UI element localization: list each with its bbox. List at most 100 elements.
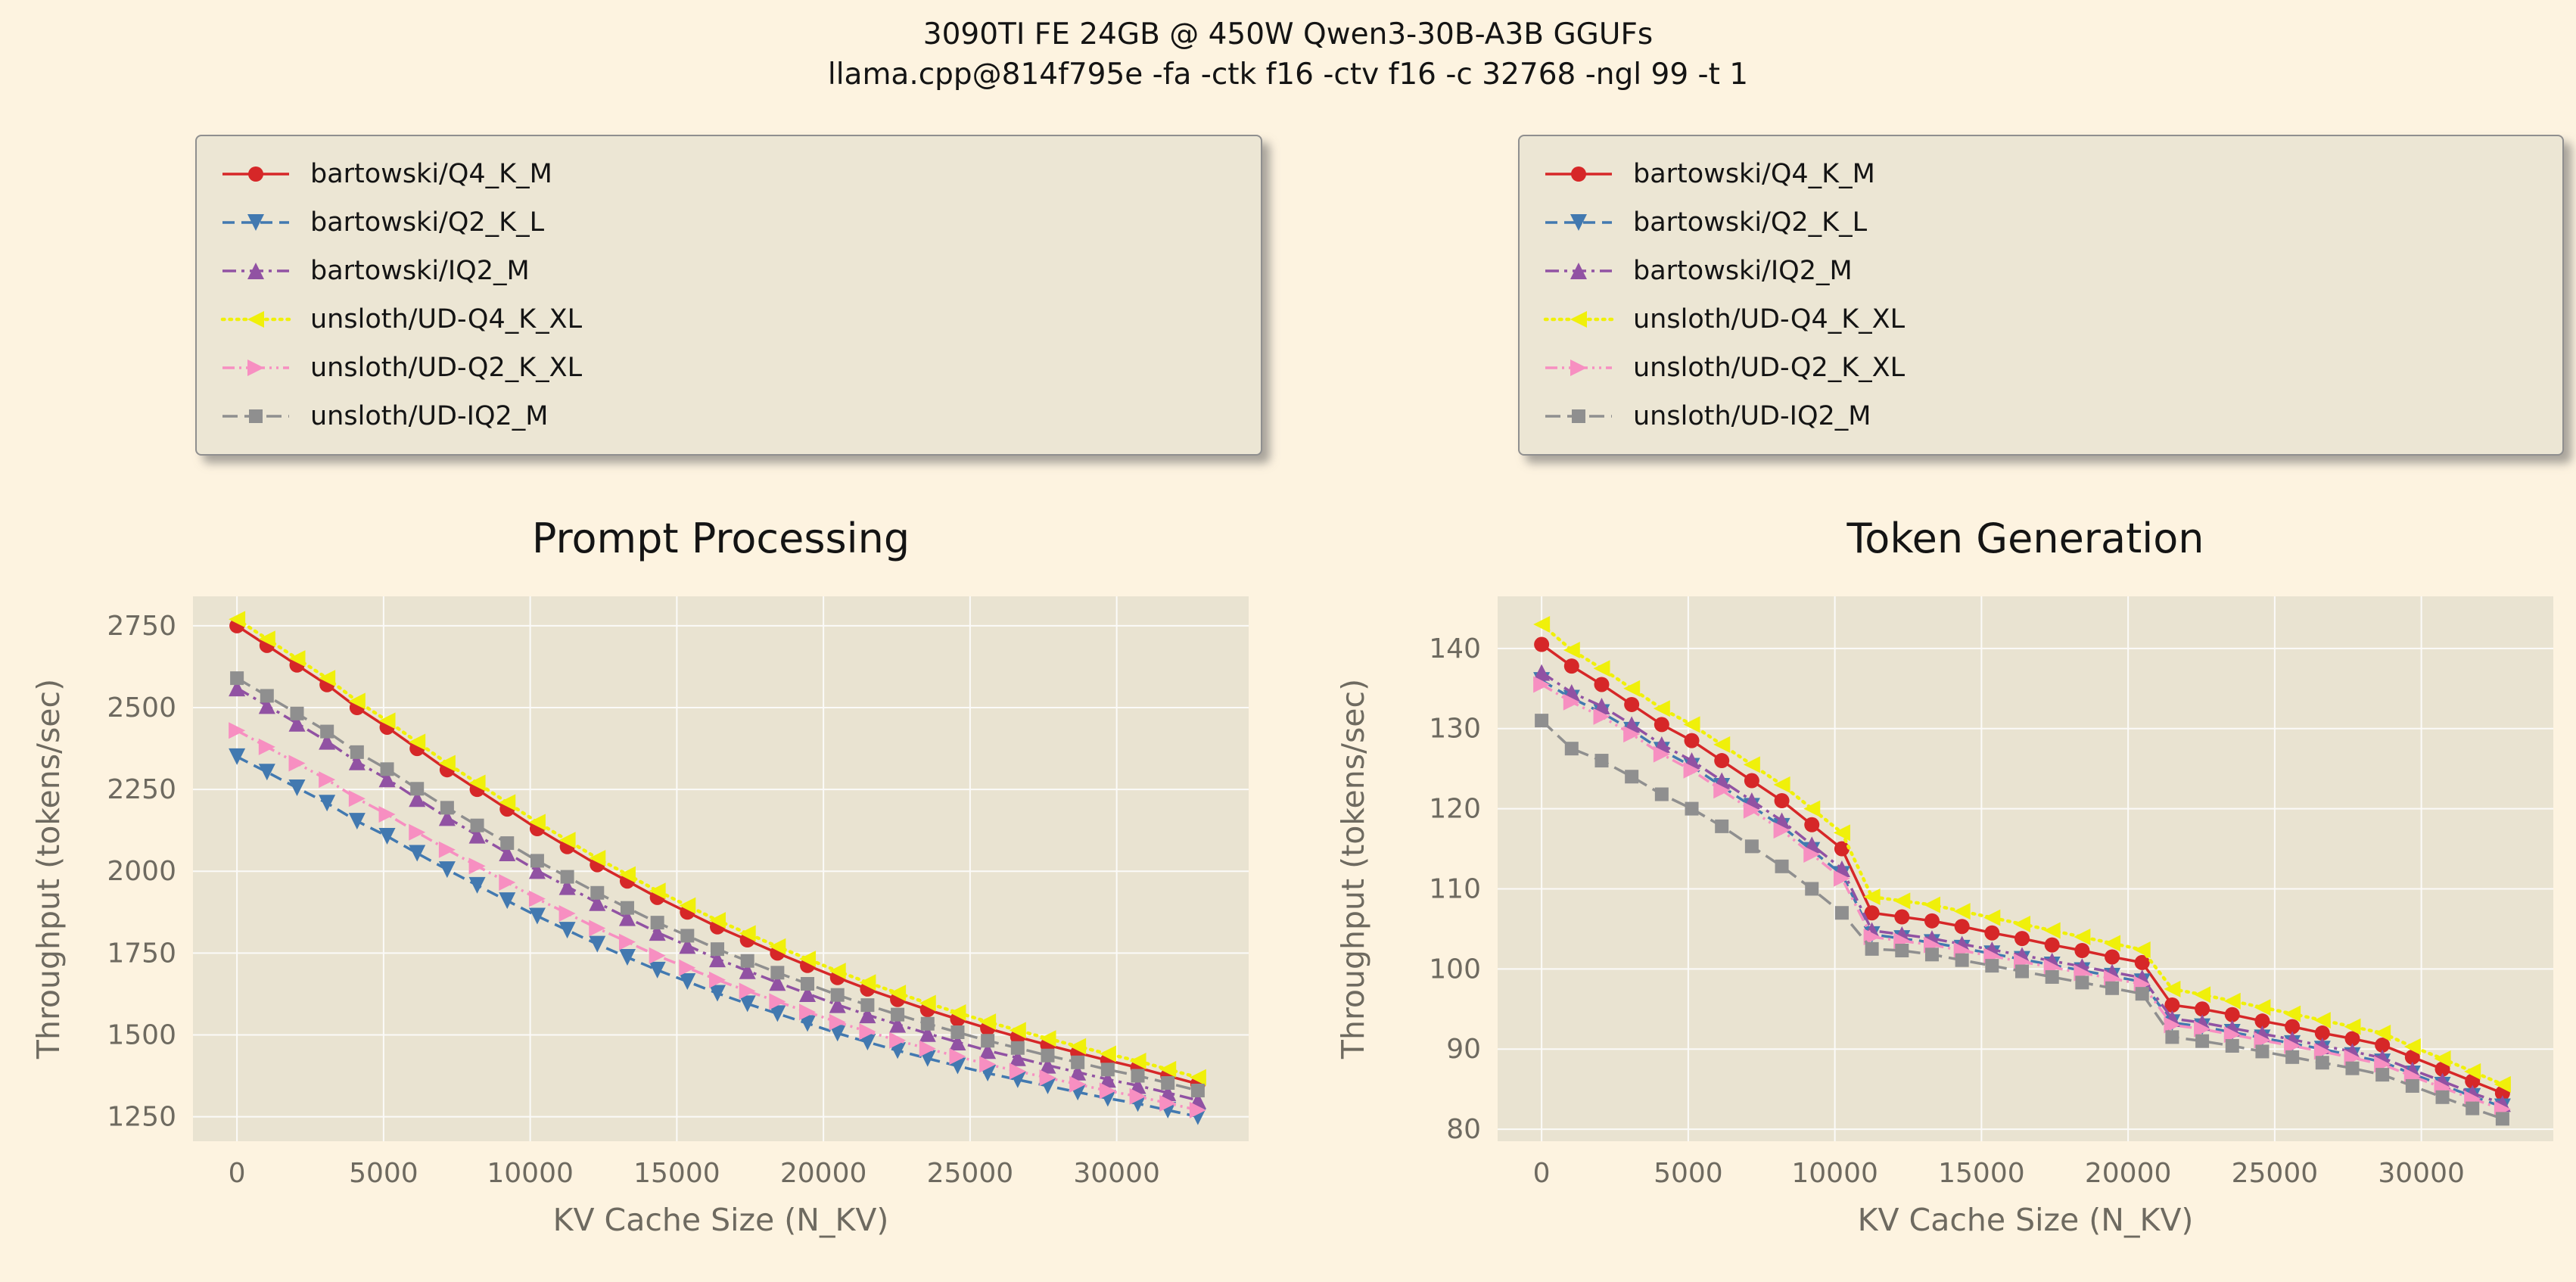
y-tick-label: 2250 — [107, 774, 176, 805]
marker-triangle-right — [378, 806, 396, 823]
marker-square — [2045, 969, 2059, 984]
marker-circle — [2224, 1007, 2240, 1022]
marker-triangle-left — [247, 311, 264, 328]
marker-triangle-left — [528, 814, 546, 831]
marker-square — [350, 745, 364, 759]
marker-triangle-down — [769, 1005, 786, 1022]
marker-circle — [2074, 943, 2090, 958]
marker-triangle-right — [1563, 693, 1580, 711]
marker-triangle-left — [1099, 1045, 1116, 1063]
marker-square — [1131, 1069, 1145, 1083]
marker-triangle-right — [859, 1023, 876, 1041]
marker-triangle-up — [409, 790, 426, 807]
marker-triangle-left — [2104, 935, 2121, 952]
marker-triangle-right — [649, 947, 666, 964]
marker-triangle-down — [589, 935, 606, 953]
marker-triangle-right — [1833, 870, 1850, 887]
y-tick-label: 90 — [1446, 1034, 1481, 1065]
marker-triangle-up — [979, 1042, 997, 1060]
marker-triangle-right — [1099, 1082, 1116, 1100]
marker-circle — [1924, 913, 1940, 929]
series-unsloth-ud-q2-k-xl — [229, 722, 1206, 1119]
marker-circle — [1774, 793, 1790, 808]
marker-circle — [2375, 1037, 2391, 1053]
legend-prompt-processing: bartowski/Q4_K_M bartowski/Q2_K_L bartowsk… — [195, 135, 1262, 456]
legend-item-bartowski-q2-k-l: bartowski/Q2_K_L — [219, 198, 1238, 247]
marker-triangle-left — [649, 882, 666, 900]
marker-square — [920, 1016, 935, 1031]
marker-triangle-right — [499, 873, 516, 891]
marker-triangle-right — [589, 919, 606, 937]
marker-triangle-right — [2284, 1038, 2301, 1054]
marker-triangle-down — [319, 795, 336, 812]
suptitle-line2: llama.cpp@814f795e -fa -ctk f16 -ctv f16… — [827, 57, 1749, 92]
marker-triangle-left — [1923, 896, 1940, 913]
marker-triangle-left — [1570, 311, 1587, 328]
legend-label-unsloth-ud-q2-k-xl: unsloth/UD-Q2_K_XL — [1633, 353, 1906, 383]
legend-sample-unsloth-ud-q4-k-xl — [1543, 311, 1614, 328]
marker-triangle-up — [1099, 1071, 1116, 1088]
x-tick-label: 20000 — [2085, 1158, 2172, 1189]
marker-triangle-right — [558, 905, 576, 923]
marker-triangle-right — [2313, 1043, 2331, 1060]
marker-triangle-left — [378, 712, 396, 730]
marker-triangle-up — [319, 733, 336, 750]
marker-triangle-down — [649, 961, 666, 979]
marker-triangle-left — [1009, 1022, 1026, 1039]
marker-triangle-right — [468, 857, 486, 875]
marker-triangle-left — [979, 1013, 997, 1031]
series-unsloth-ud-q4-k-xl — [229, 611, 1206, 1086]
token-generation-chart: 80 90 100 110 120 130 140 0 5000 10000 15000 20000 2… — [1335, 515, 2553, 1238]
tick-labels: 80 90 100 110 120 130 140 0 5000 10000 15000 20000 2… — [1429, 633, 2465, 1189]
marker-square — [560, 870, 574, 884]
marker-square — [1100, 1063, 1115, 1077]
x-axis-label: KV Cache Size (N_KV) — [553, 1202, 889, 1238]
marker-triangle-left — [709, 912, 726, 929]
marker-circle — [2285, 1019, 2301, 1035]
marker-triangle-right — [799, 1004, 817, 1021]
legend-label-bartowski-q4-k-m: bartowski/Q4_K_M — [310, 159, 552, 189]
marker-triangle-up — [739, 962, 756, 979]
marker-triangle-left — [799, 951, 817, 968]
series-bartowski-q4-k-m — [1534, 636, 2510, 1101]
marker-triangle-left — [1159, 1060, 1177, 1078]
marker-triangle-left — [2403, 1038, 2421, 1056]
marker-triangle-left — [348, 692, 366, 710]
marker-triangle-down — [229, 748, 246, 765]
suptitle-line1: 3090TI FE 24GB @ 450W Qwen3-30B-A3B GGUF… — [922, 17, 1654, 51]
marker-triangle-right — [709, 971, 726, 988]
marker-triangle-down — [829, 1025, 846, 1042]
marker-triangle-left — [919, 994, 936, 1012]
marker-triangle-right — [247, 359, 264, 376]
marker-triangle-down — [438, 861, 456, 879]
series-unsloth-ud-iq2-m — [230, 671, 1205, 1097]
marker-triangle-left — [2464, 1063, 2481, 1080]
marker-triangle-up — [649, 924, 666, 941]
marker-triangle-left — [1623, 680, 1641, 697]
legend-sample-bartowski-q2-k-l — [1545, 214, 1612, 231]
marker-triangle-left — [1039, 1030, 1056, 1047]
marker-triangle-right — [889, 1032, 907, 1049]
marker-triangle-down — [348, 813, 366, 830]
marker-square — [1834, 906, 1849, 920]
marker-triangle-left — [1953, 903, 1971, 920]
marker-square — [2495, 1112, 2509, 1126]
marker-triangle-down — [859, 1033, 876, 1050]
marker-square — [440, 801, 454, 815]
marker-triangle-right — [319, 771, 336, 789]
marker-triangle-up — [229, 680, 246, 697]
marker-triangle-left — [1893, 892, 1911, 910]
marker-square — [410, 782, 425, 796]
marker-triangle-down — [247, 214, 264, 231]
marker-square — [650, 916, 664, 930]
marker-circle — [1563, 658, 1579, 674]
marker-triangle-left — [2133, 941, 2151, 958]
series-unsloth-ud-iq2-m — [1535, 714, 2509, 1126]
marker-square — [981, 1034, 995, 1048]
marker-triangle-down — [679, 972, 696, 990]
marker-square — [1895, 944, 1909, 957]
legend-label-unsloth-ud-iq2-m: unsloth/UD-IQ2_M — [1633, 401, 1871, 431]
marker-triangle-down — [528, 907, 546, 925]
marker-square — [620, 901, 634, 915]
marker-square — [1805, 882, 1819, 896]
